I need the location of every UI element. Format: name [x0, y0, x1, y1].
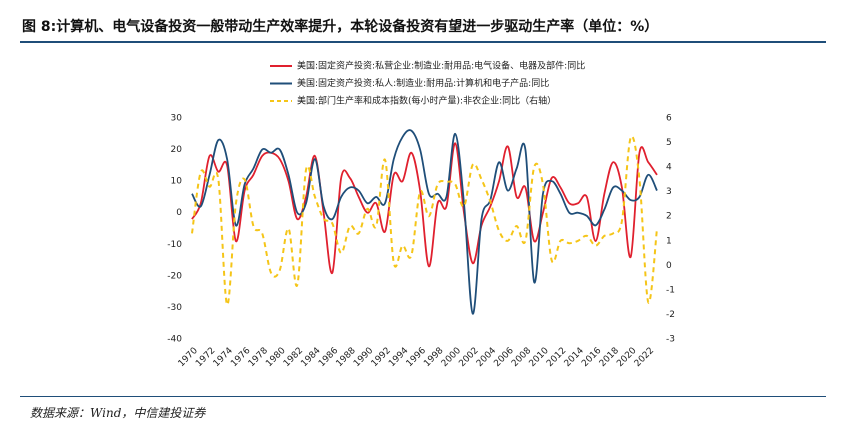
- y2-tick-label: -3: [666, 335, 675, 345]
- series-line: [191, 129, 658, 315]
- y-tick-label: 20: [171, 145, 183, 155]
- title-rule: [20, 41, 826, 43]
- y2-tick-label: -1: [666, 285, 675, 295]
- y-tick-label: 0: [176, 208, 182, 218]
- legend-label: 美国:固定资产投资:私营企业:制造业:耐用品:电气设备、电器及部件:同比: [297, 60, 585, 72]
- y-tick-label: 10: [171, 177, 183, 187]
- y-tick-label: -20: [167, 271, 182, 281]
- y2-tick-label: 6: [666, 114, 672, 124]
- chart: -40-30-20-100102030-3-2-1012345619701972…: [167, 60, 675, 370]
- y2-tick-label: 5: [666, 138, 672, 148]
- y2-tick-label: 1: [666, 236, 672, 246]
- y-tick-label: -40: [167, 335, 182, 345]
- source-note: 数据来源：Wind，中信建投证券: [30, 406, 206, 420]
- y2-tick-label: -2: [666, 310, 675, 320]
- legend-label: 美国:部门生产率和成本指数(每小时产量):非农企业:同比（右轴）: [297, 95, 556, 107]
- figure-title: 图 8:计算机、电气设备投资一般带动生产效率提升，本轮设备投资有望进一步驱动生产…: [22, 19, 659, 35]
- series-line: [191, 135, 658, 306]
- source-rule: [20, 396, 826, 397]
- x-tick-label: 2022: [633, 346, 656, 369]
- y-tick-label: -10: [167, 240, 182, 250]
- legend-label: 美国:固定资产投资:私人:制造业:耐用品:计算机和电子产品:同比: [297, 77, 549, 89]
- y-tick-label: 30: [171, 114, 183, 124]
- y2-tick-label: 2: [666, 212, 672, 222]
- series-line: [191, 142, 658, 274]
- y-tick-label: -30: [167, 303, 182, 313]
- y2-tick-label: 3: [666, 187, 672, 197]
- y2-tick-label: 4: [666, 163, 672, 173]
- y2-tick-label: 0: [666, 261, 672, 271]
